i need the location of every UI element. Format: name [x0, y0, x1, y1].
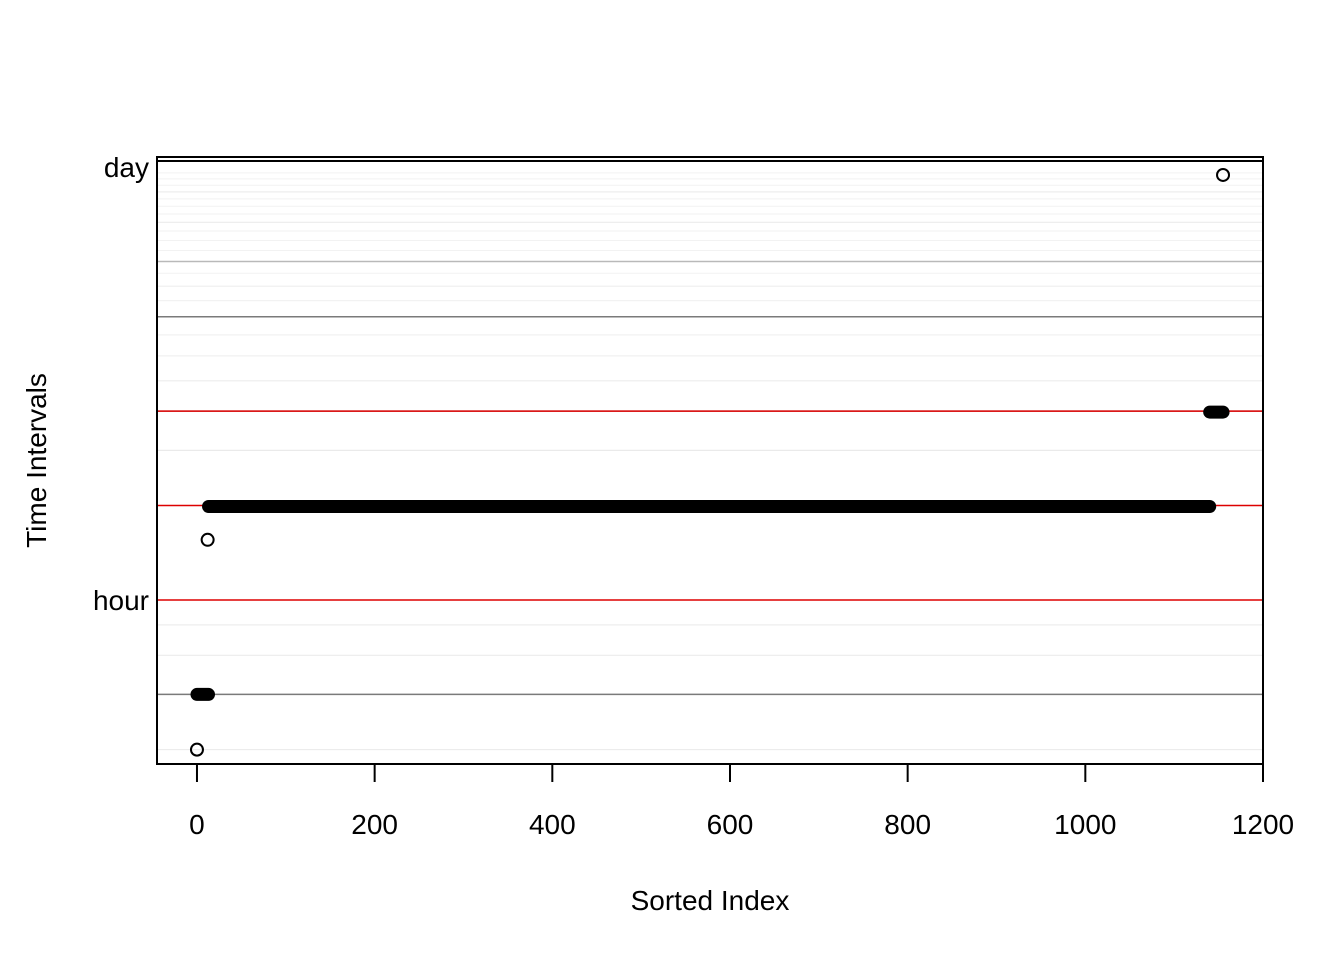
y-axis: hour day: [93, 152, 158, 764]
x-tick-label: 600: [707, 809, 754, 840]
x-tick-label: 1200: [1232, 809, 1294, 840]
x-tick-label: 800: [884, 809, 931, 840]
x-tick-label: 1000: [1054, 809, 1116, 840]
data-point: [200, 532, 215, 547]
y-axis-title: Time Intervals: [21, 373, 52, 548]
y-tick-label: day: [104, 152, 149, 183]
data-points: [189, 167, 1231, 757]
data-point: [189, 742, 204, 757]
x-tick-label: 400: [529, 809, 576, 840]
x-tick-label: 200: [351, 809, 398, 840]
plot-frame: [156, 156, 1264, 765]
y-tick-label: hour: [93, 585, 149, 616]
x-tick-label: 0: [189, 809, 205, 840]
x-axis-title: Sorted Index: [631, 885, 790, 916]
x-axis: 0 200 400 600 800 1000 1200: [189, 763, 1294, 840]
data-point: [1216, 167, 1231, 182]
grid-lines: [157, 160, 1263, 751]
